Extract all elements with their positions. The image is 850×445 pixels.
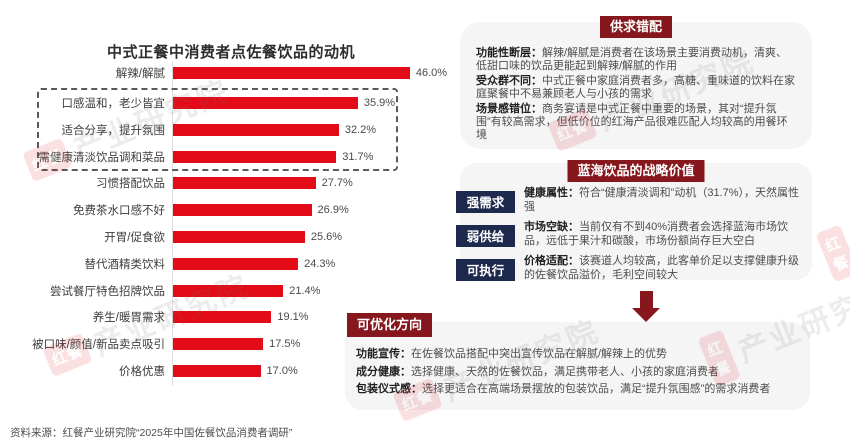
bar-value-label: 24.3% xyxy=(304,257,336,270)
bar-value-label: 19.1% xyxy=(277,311,309,324)
watermark-logo-icon: 红餐 xyxy=(815,224,850,283)
item-lead: 价格适配： xyxy=(524,255,579,268)
bar-category-label: 养生/暖胃需求 xyxy=(92,312,165,325)
mismatch-item: 受众群不同：中式正餐中家庭消费者多，高糖、重味道的饮料在家庭聚餐中不易兼顾老人与… xyxy=(476,74,795,101)
bar-category-label: 习惯搭配饮品 xyxy=(96,178,165,191)
item-lead: 场景感错位： xyxy=(476,102,542,115)
chart-row: 免费茶水口感不好 26.9% xyxy=(0,197,349,223)
bar xyxy=(173,231,305,243)
strategy-row: 弱供给 市场空缺：当前仅有不到40%消费者会选择蓝海市场饮品，远低于果汁和碳酸，市… xyxy=(456,221,802,250)
bar-value-label: 31.7% xyxy=(342,150,374,163)
bar xyxy=(173,150,337,163)
chart-title: 中式正餐中消费者点佐餐饮品的动机 xyxy=(106,44,355,61)
panel-strategy-header: 蓝海饮品的战略价值 xyxy=(567,160,705,182)
item-lead: 健康属性： xyxy=(524,187,579,199)
bar-value-label: 21.4% xyxy=(289,284,321,297)
chart-row: 替代酒精类饮料 24.3% xyxy=(0,251,335,277)
strategy-tag: 弱供给 xyxy=(456,224,515,247)
bar-value-label: 26.9% xyxy=(317,204,349,217)
bar xyxy=(173,284,284,297)
chart-row: 习惯搭配饮品 27.7% xyxy=(0,170,353,196)
bar-category-label: 开胃/促食欲 xyxy=(104,232,165,244)
bar xyxy=(173,204,312,217)
bar-category-label: 口感温和，老少皆宜 xyxy=(61,98,166,110)
strategy-text: 价格适配：该赛道人均较高，此客单价足以支撑健康升级的佐餐饮品溢价，毛利空间较大 xyxy=(524,255,799,281)
bar xyxy=(173,123,339,136)
bar-value-label: 27.7% xyxy=(321,177,353,190)
strategy-row: 强需求 健康属性：符合“健康清淡调和”动机（31.7%），天然属性强 xyxy=(456,187,802,216)
chart-row: 开胃/促食欲 25.6% xyxy=(0,224,342,250)
chart-row: 尝试餐厅特色招牌饮品 21.4% xyxy=(0,278,320,304)
bar xyxy=(173,97,358,109)
item-lead: 成分健康： xyxy=(356,365,411,378)
item-lead: 受众群不同： xyxy=(476,74,542,87)
strategy-tag: 可执行 xyxy=(456,258,515,281)
bar-category-label: 尝试餐厅特色招牌饮品 xyxy=(50,285,165,298)
bar xyxy=(173,338,264,351)
panel-optimize-body: 功能宣传：在佐餐饮品搭配中突出宣传饮品在解腻/解辣上的优势成分健康：选择健康、天… xyxy=(345,322,810,396)
panel-mismatch-body: 功能性断层：解辣/解腻是消费者在该场景主要消费动机，清爽、低甜口味的饮品更能起到… xyxy=(460,22,812,142)
chart-row: 需健康清淡饮品调和菜品 31.7% xyxy=(0,144,373,170)
bar-value-label: 17.0% xyxy=(266,365,298,377)
chart-row: 解辣/解腻 46.0% xyxy=(0,60,447,86)
chart-axis-line xyxy=(172,62,173,386)
chart-row: 被口味/颜值/新品卖点吸引 17.5% xyxy=(0,331,300,357)
bar xyxy=(173,311,272,324)
bar-category-label: 免费茶水口感不好 xyxy=(73,205,165,218)
chart-row: 养生/暖胃需求 19.1% xyxy=(0,304,309,330)
panel-optimize-header: 可优化方向 xyxy=(347,313,433,337)
panel-strategy: 蓝海饮品的战略价值 强需求 健康属性：符合“健康清淡调和”动机（31.7%），天然… xyxy=(456,160,812,281)
strategy-tag: 强需求 xyxy=(456,190,515,213)
item-lead: 功能宣传： xyxy=(356,348,411,360)
mismatch-item: 功能性断层：解辣/解腻是消费者在该场景主要消费动机，清爽、低甜口味的饮品更能起到… xyxy=(476,47,788,73)
bar-category-label: 替代酒精类饮料 xyxy=(84,258,166,271)
chart-row: 适合分享，提升氛围 32.2% xyxy=(0,117,376,143)
bar-category-label: 价格优惠 xyxy=(119,366,165,378)
bar-value-label: 25.6% xyxy=(310,231,343,243)
bar-category-label: 被口味/颜值/新品卖点吸引 xyxy=(32,339,165,352)
panel-mismatch: 供求错配 功能性断层：解辣/解腻是消费者在该场景主要消费动机，清爽、低甜口味的饮… xyxy=(460,16,812,149)
optimize-item: 包装仪式感：选择更适合在高端场景摆放的包装饮品，满足“提升氛围感”的需求消费者 xyxy=(356,383,771,395)
panel-mismatch-header: 供求错配 xyxy=(599,16,673,38)
item-lead: 功能性断层： xyxy=(476,47,542,59)
panel-optimize: 可优化方向 功能宣传：在佐餐饮品搭配中突出宣传饮品在解腻/解辣上的优势 成分健康：… xyxy=(345,313,810,410)
watermark: 红餐产业研究院 xyxy=(815,160,850,283)
strategy-text: 健康属性：符合“健康清淡调和”动机（31.7%），天然属性强 xyxy=(524,187,800,213)
bar xyxy=(173,67,410,79)
down-arrow-icon xyxy=(632,291,661,322)
bar-value-label: 46.0% xyxy=(415,67,448,79)
bar xyxy=(173,177,316,190)
panel-strategy-body: 强需求 健康属性：符合“健康清淡调和”动机（31.7%），天然属性强 弱供给 市场空缺… xyxy=(456,163,812,284)
bar-category-label: 适合分享，提升氛围 xyxy=(61,124,166,137)
chart-row: 口感温和，老少皆宜 35.9% xyxy=(0,90,395,116)
item-lead: 市场空缺： xyxy=(524,221,579,234)
bar-category-label: 解辣/解腻 xyxy=(115,68,165,80)
bar-category-label: 需健康清淡饮品调和菜品 xyxy=(38,151,166,164)
highlight-group-box xyxy=(37,88,398,171)
strategy-text: 市场空缺：当前仅有不到40%消费者会选择蓝海市场饮品，远低于果汁和碳酸，市场份额… xyxy=(524,221,789,247)
bar-value-label: 35.9% xyxy=(363,97,396,109)
bar-value-label: 32.2% xyxy=(344,123,377,136)
item-lead: 包装仪式感： xyxy=(356,383,422,395)
bar xyxy=(173,365,261,377)
optimize-item: 功能宣传：在佐餐饮品搭配中突出宣传饮品在解腻/解辣上的优势 xyxy=(356,348,668,360)
mismatch-item: 场景感错位：商务宴请是中式正餐中重要的场景，其对“提升氛围”有较高需求，但低价位… xyxy=(476,102,788,142)
strategy-row: 可执行 价格适配：该赛道人均较高，此客单价足以支撑健康升级的佐餐饮品溢价，毛利空间… xyxy=(456,255,802,284)
chart-row: 价格优惠 17.0% xyxy=(0,358,298,384)
source-note: 资料来源：红餐产业研究院“2025年中国佐餐饮品消费者调研” xyxy=(10,427,293,439)
bar xyxy=(173,257,299,270)
optimize-item: 成分健康：选择健康、天然的佐餐饮品，满足携带老人、小孩的家庭消费者 xyxy=(356,365,719,378)
bar-value-label: 17.5% xyxy=(269,338,301,351)
